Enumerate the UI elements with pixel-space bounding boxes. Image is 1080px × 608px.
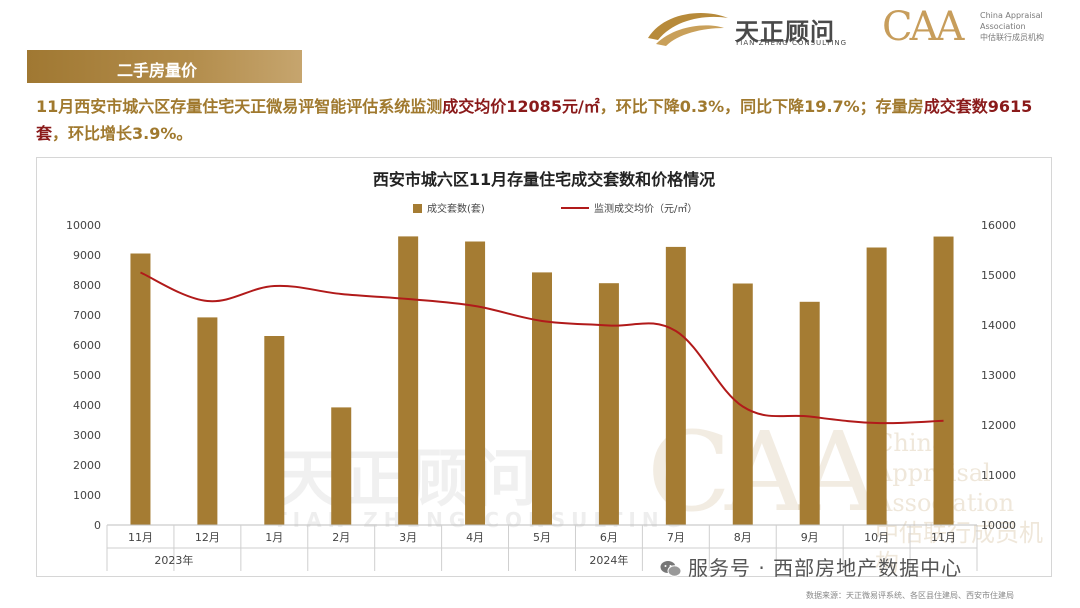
bar [799,301,820,525]
bar [532,272,552,525]
bar [197,317,218,525]
chart-panel: 天正顾问 TIAN ZHENG CONSULTING CAA China App… [36,157,1052,577]
wechat-icon [660,561,682,577]
y-left-tick-label: 5000 [73,369,101,382]
caa-caption-line1: China Appraisal [980,11,1043,20]
bar [732,283,753,525]
x-tick-label: 12月 [195,531,220,544]
bar [264,336,285,525]
y-left-tick-label: 8000 [73,279,101,292]
bar [465,241,486,525]
section-header: 二手房量价 [27,50,302,83]
x-tick-label: 1月 [265,531,283,544]
section-title: 二手房量价 [117,61,198,80]
x-tick-label: 5月 [533,531,551,544]
y-left-tick-label: 6000 [73,339,101,352]
legend-line-label: 监测成交均价（元/㎡） [594,202,697,215]
footer-service-label: 服务号 · 西部房地产数据中心 [688,556,963,580]
y-left-tick-label: 0 [94,519,101,532]
brand-name-en: TIAN ZHENG CONSULTING [735,39,848,47]
bar [866,247,887,525]
data-source-note: 数据来源：天正微易评系统、各区县住建局、西安市住建局 [806,591,1014,600]
y-left-tick-label: 9000 [73,249,101,262]
caa-logo: CAA [882,4,964,50]
watermark-caa-line3: 中估联行成员机构 [875,519,1043,577]
summary-part-5: ，环比增长3.9%。 [52,124,193,143]
bar [398,236,419,525]
caa-caption: China Appraisal Association 中估联行成员机构 [980,10,1044,43]
x-tick-label: 7月 [667,531,685,544]
x-year-label: 2024年 [589,553,628,567]
bar [331,407,352,525]
bar [933,236,954,526]
y-left-tick-label: 7000 [73,309,101,322]
y-left-tick-label: 10000 [66,219,101,232]
summary-avg-price: 成交均价12085元/㎡ [442,97,600,116]
y-right-tick-label: 10000 [981,519,1016,532]
x-tick-label: 9月 [801,531,819,544]
summary-deal-count: 成交套数9615套 [36,97,1033,143]
x-year-label: 2023年 [154,553,193,567]
y-left-tick-label: 4000 [73,399,101,412]
x-tick-label: 11月 [931,531,956,544]
chart-title: 西安市城六区11月存量住宅成交套数和价格情况 [372,170,716,189]
x-tick-label: 10月 [864,531,889,544]
caa-caption-line3: 中估联行成员机构 [980,33,1044,42]
x-tick-label: 6月 [600,531,618,544]
x-tick-label: 3月 [399,531,417,544]
x-tick-label: 2月 [332,531,350,544]
bar [598,283,619,525]
x-tick-label: 11月 [128,531,153,544]
x-tick-label: 8月 [734,531,752,544]
brand-header: 天正顾问 TIAN ZHENG CONSULTING CAA China App… [640,4,1070,50]
y-right-tick-label: 12000 [981,419,1016,432]
y-left-tick-label: 3000 [73,429,101,442]
y-right-tick-label: 11000 [981,469,1016,482]
legend-bar-swatch [413,204,422,213]
y-right-tick-label: 13000 [981,369,1016,382]
y-left-tick-label: 2000 [73,459,101,472]
y-left-tick-label: 1000 [73,489,101,502]
legend-bar-label: 成交套数(套) [427,202,485,215]
summary-paragraph: 11月西安市城六区存量住宅天正微易评智能评估系统监测成交均价12085元/㎡，环… [36,93,1046,147]
caa-caption-line2: Association [980,22,1026,31]
combo-chart: 0 1000 2000 3000 4000 5000 6000 7000 8000 9000 100… [66,202,1016,571]
y-right-tick-label: 15000 [981,269,1016,282]
summary-part-3: ，环比下降0.3%，同比下降19.7%；存量房 [599,97,924,116]
brand-name-cn: 天正顾问 [735,18,835,46]
footer-service-account: 服务号 · 西部房地产数据中心 [660,552,962,581]
y-right-tick-label: 16000 [981,219,1016,232]
bar [665,246,686,525]
price-line [140,271,944,425]
tianzheng-logo-icon [648,12,728,46]
summary-part-1: 11月西安市城六区存量住宅天正微易评智能评估系统监测 [36,97,443,116]
y-right-tick-label: 14000 [981,319,1016,332]
x-tick-label: 4月 [466,531,484,544]
bar [130,253,151,525]
